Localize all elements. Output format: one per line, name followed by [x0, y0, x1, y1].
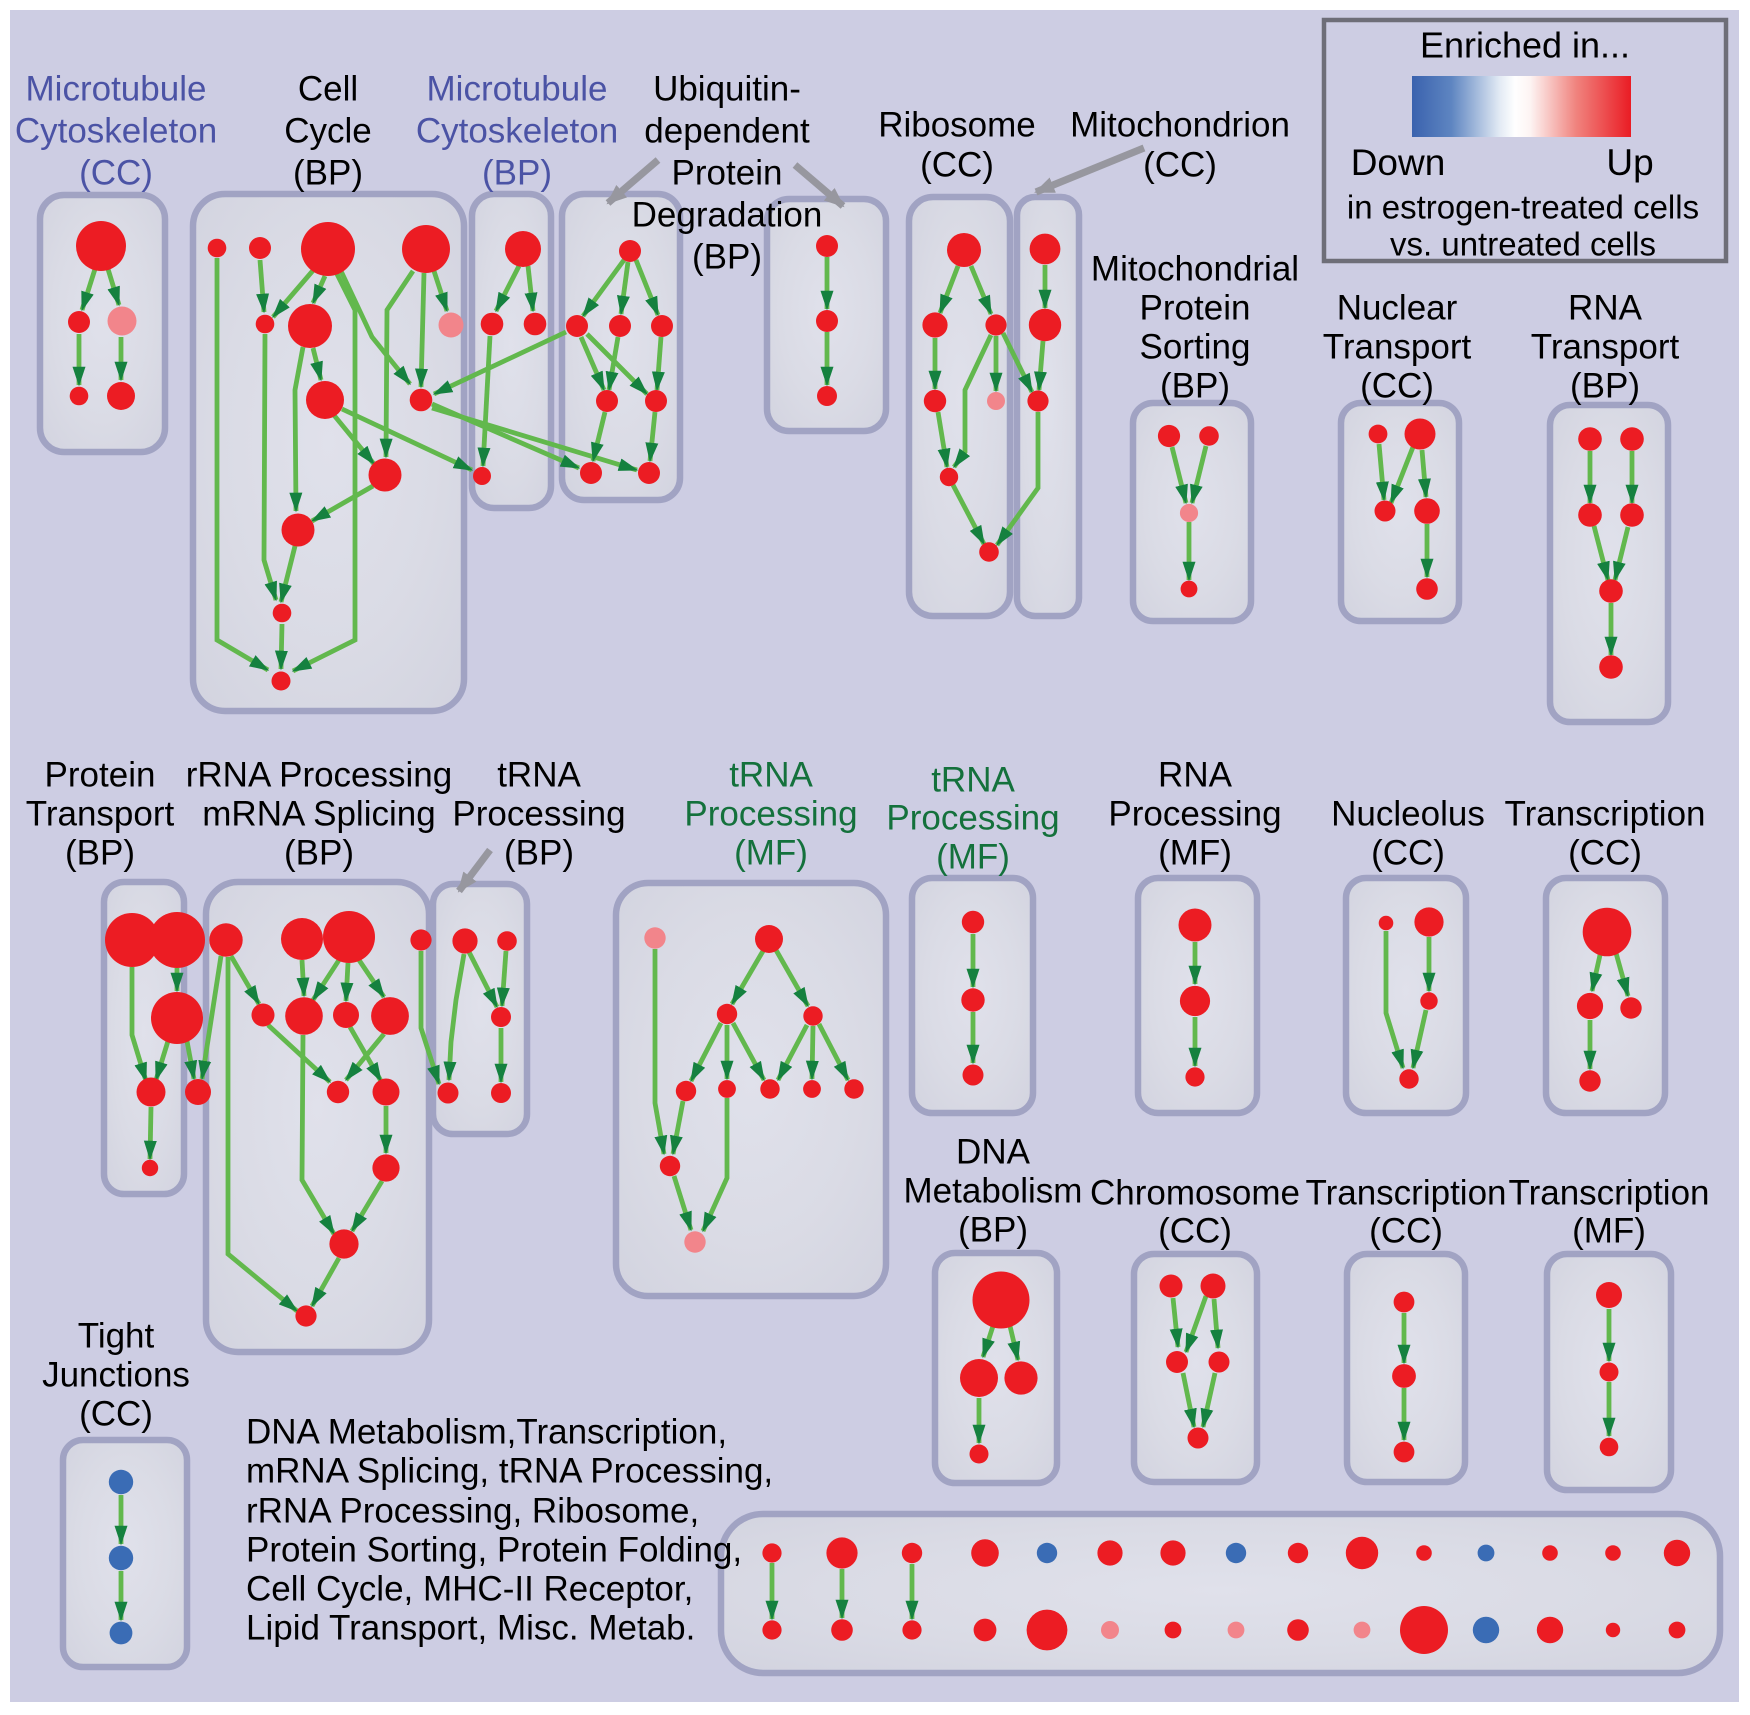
svg-text:Junctions: Junctions [42, 1355, 190, 1394]
svg-text:Mitochondrial: Mitochondrial [1091, 249, 1299, 288]
svg-text:Cell Cycle, MHC-II Receptor,: Cell Cycle, MHC-II Receptor, [246, 1569, 693, 1608]
svg-text:Up: Up [1606, 142, 1653, 183]
svg-text:Metabolism: Metabolism [904, 1171, 1083, 1210]
svg-text:(BP): (BP) [293, 153, 363, 192]
svg-text:(BP): (BP) [504, 833, 574, 872]
svg-text:mRNA Splicing, tRNA Processing: mRNA Splicing, tRNA Processing, [246, 1451, 773, 1490]
svg-text:(BP): (BP) [958, 1210, 1028, 1249]
svg-text:(BP): (BP) [65, 833, 135, 872]
svg-text:Cytoskeleton: Cytoskeleton [15, 111, 217, 150]
svg-text:Protein: Protein [1140, 288, 1251, 327]
svg-text:(BP): (BP) [1160, 366, 1230, 405]
svg-text:Transcription: Transcription [1509, 1173, 1710, 1212]
svg-text:Processing: Processing [886, 798, 1059, 837]
svg-text:tRNA: tRNA [931, 760, 1015, 799]
svg-text:Cycle: Cycle [284, 111, 372, 150]
svg-text:dependent: dependent [644, 111, 810, 150]
svg-text:Nuclear: Nuclear [1337, 288, 1458, 327]
svg-text:DNA Metabolism,Transcription,: DNA Metabolism,Transcription, [246, 1412, 727, 1451]
svg-text:mRNA Splicing: mRNA Splicing [202, 794, 435, 833]
svg-text:(MF): (MF) [734, 833, 808, 872]
svg-text:(CC): (CC) [79, 153, 153, 192]
svg-text:in estrogen-treated cells: in estrogen-treated cells [1347, 189, 1699, 226]
svg-text:Cytoskeleton: Cytoskeleton [416, 111, 618, 150]
svg-text:(CC): (CC) [1371, 833, 1445, 872]
svg-text:tRNA: tRNA [497, 755, 581, 794]
svg-text:Sorting: Sorting [1140, 327, 1251, 366]
svg-text:Processing: Processing [684, 794, 857, 833]
svg-text:Transport: Transport [1323, 327, 1472, 366]
svg-text:(MF): (MF) [1158, 833, 1232, 872]
svg-text:Transcription: Transcription [1306, 1173, 1507, 1212]
svg-text:Chromosome: Chromosome [1090, 1173, 1300, 1212]
svg-text:(CC): (CC) [1369, 1211, 1443, 1250]
svg-text:Protein: Protein [45, 755, 156, 794]
svg-text:RNA: RNA [1158, 755, 1233, 794]
svg-text:(CC): (CC) [79, 1394, 153, 1433]
svg-text:(CC): (CC) [1568, 833, 1642, 872]
svg-text:Nucleolus: Nucleolus [1331, 794, 1485, 833]
svg-text:(BP): (BP) [692, 237, 762, 276]
svg-text:Cell: Cell [298, 69, 358, 108]
svg-text:Transport: Transport [1531, 327, 1680, 366]
svg-text:Tight: Tight [78, 1316, 155, 1355]
svg-text:Degradation: Degradation [632, 195, 823, 234]
svg-text:Ubiquitin-: Ubiquitin- [653, 69, 801, 108]
svg-text:(CC): (CC) [1158, 1211, 1232, 1250]
svg-text:(MF): (MF) [1572, 1211, 1646, 1250]
svg-text:Protein: Protein [672, 153, 783, 192]
svg-text:Processing: Processing [452, 794, 625, 833]
svg-text:Mitochondrion: Mitochondrion [1070, 105, 1290, 144]
svg-text:(CC): (CC) [920, 145, 994, 184]
svg-text:Microtubule: Microtubule [427, 69, 608, 108]
svg-text:tRNA: tRNA [729, 755, 813, 794]
svg-text:Processing: Processing [1108, 794, 1281, 833]
svg-text:(CC): (CC) [1360, 366, 1434, 405]
svg-text:Ribosome: Ribosome [878, 105, 1036, 144]
svg-text:vs. untreated cells: vs. untreated cells [1390, 226, 1656, 263]
svg-text:Lipid Transport, Misc. Metab.: Lipid Transport, Misc. Metab. [246, 1608, 695, 1647]
svg-text:Transcription: Transcription [1505, 794, 1706, 833]
svg-text:(CC): (CC) [1143, 145, 1217, 184]
svg-text:(MF): (MF) [936, 837, 1010, 876]
svg-text:Protein Sorting, Protein Foldi: Protein Sorting, Protein Folding, [246, 1530, 742, 1569]
svg-text:Down: Down [1351, 142, 1446, 183]
svg-text:RNA: RNA [1568, 288, 1643, 327]
svg-text:DNA: DNA [956, 1132, 1031, 1171]
svg-text:(BP): (BP) [1570, 366, 1640, 405]
svg-text:(BP): (BP) [284, 833, 354, 872]
svg-text:rRNA Processing: rRNA Processing [186, 755, 452, 794]
svg-text:Microtubule: Microtubule [26, 69, 207, 108]
svg-text:Transport: Transport [26, 794, 175, 833]
svg-text:Enriched in...: Enriched in... [1420, 25, 1630, 66]
svg-text:rRNA Processing, Ribosome,: rRNA Processing, Ribosome, [246, 1491, 699, 1530]
svg-text:(BP): (BP) [482, 153, 552, 192]
